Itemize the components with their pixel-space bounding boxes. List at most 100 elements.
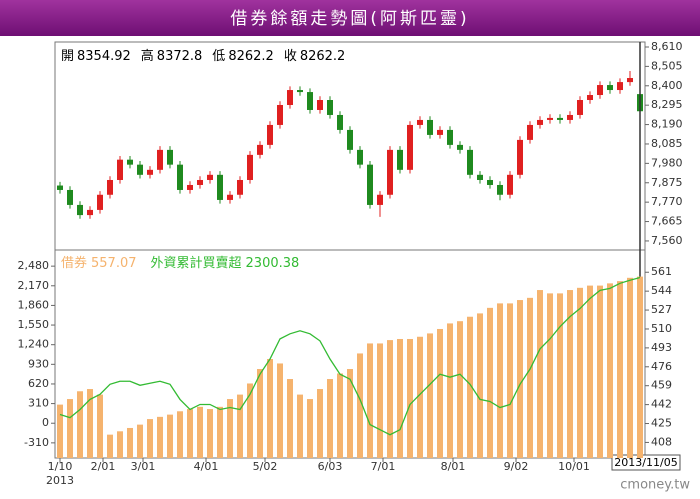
y2-tick-label: 544 bbox=[651, 284, 672, 297]
candle-body bbox=[167, 149, 173, 165]
y2-tick-label: 459 bbox=[651, 379, 672, 392]
bar bbox=[507, 303, 513, 458]
candle-body bbox=[617, 82, 623, 91]
bar bbox=[417, 336, 423, 458]
candle-body bbox=[117, 159, 123, 180]
candle-body bbox=[337, 114, 343, 130]
bar bbox=[517, 300, 523, 458]
candle-body bbox=[307, 92, 313, 110]
bar bbox=[557, 293, 563, 458]
bar bbox=[537, 290, 543, 458]
bar bbox=[397, 338, 403, 458]
bar bbox=[257, 369, 263, 458]
candle-body bbox=[607, 85, 613, 91]
x-year-label: 2013 bbox=[46, 474, 74, 487]
candle-body bbox=[557, 117, 563, 120]
candle-body bbox=[477, 174, 483, 180]
candle-body bbox=[207, 174, 213, 180]
y-tick-label: 7,875 bbox=[651, 176, 683, 189]
bar bbox=[527, 297, 533, 458]
candle-body bbox=[177, 164, 183, 190]
y-tick-label: 1,860 bbox=[18, 298, 50, 311]
candle-body bbox=[227, 194, 233, 200]
bar bbox=[597, 285, 603, 458]
y-tick-label: 8,190 bbox=[651, 118, 683, 131]
candle-body bbox=[137, 164, 143, 175]
bar bbox=[127, 427, 133, 458]
y-tick-label: 7,770 bbox=[651, 195, 683, 208]
candle-body bbox=[547, 117, 553, 120]
candle-body bbox=[387, 149, 393, 195]
bar bbox=[427, 333, 433, 458]
y-tick-label: 310 bbox=[28, 397, 49, 410]
bar bbox=[587, 285, 593, 458]
bar bbox=[57, 404, 63, 458]
x-tick-label: 1/10 bbox=[48, 460, 73, 473]
y-tick-label: -310 bbox=[24, 436, 49, 449]
bar bbox=[97, 394, 103, 458]
y-tick-label: 2,170 bbox=[18, 279, 50, 292]
bar bbox=[327, 379, 333, 458]
y-tick-label: 8,085 bbox=[651, 137, 683, 150]
y-tick-label: 7,980 bbox=[651, 156, 683, 169]
y2-tick-label: 510 bbox=[651, 322, 672, 335]
bar bbox=[317, 389, 323, 458]
bar bbox=[67, 399, 73, 458]
summary-value: 8372.8 bbox=[157, 49, 203, 64]
candle-body bbox=[597, 85, 603, 96]
bar bbox=[617, 281, 623, 458]
y2-tick-label: 561 bbox=[651, 265, 672, 278]
legend-name: 外資累計買賣超 bbox=[151, 255, 242, 271]
y-tick-label: 8,610 bbox=[651, 40, 683, 53]
candle-body bbox=[467, 149, 473, 175]
candle-body bbox=[457, 144, 463, 150]
bar bbox=[377, 343, 383, 458]
candle-body bbox=[537, 119, 543, 125]
x-tick-label: 10/01 bbox=[558, 460, 590, 473]
bar bbox=[407, 338, 413, 458]
summary-name: 低 bbox=[212, 49, 225, 64]
candle-body bbox=[377, 194, 383, 205]
y-tick-label: 620 bbox=[28, 377, 49, 390]
bar bbox=[227, 399, 233, 458]
bar bbox=[267, 359, 273, 458]
bar bbox=[107, 434, 113, 458]
bar bbox=[387, 340, 393, 458]
candle-body bbox=[567, 114, 573, 120]
candle-body bbox=[287, 90, 293, 105]
bar bbox=[467, 316, 473, 458]
y-tick-label: 1,240 bbox=[18, 338, 50, 351]
y-tick-label: 7,560 bbox=[651, 234, 683, 247]
line bbox=[59, 276, 641, 436]
candle-body bbox=[517, 139, 523, 175]
bar bbox=[167, 414, 173, 458]
y-tick-label: 0 bbox=[42, 416, 49, 429]
candle-body bbox=[57, 185, 63, 190]
candle-body bbox=[587, 95, 593, 101]
ohlc-summary: 開 8354.92 高 8372.8 低 8262.2 收 8262.2 bbox=[61, 48, 345, 64]
x-tick-label: 8/01 bbox=[441, 460, 466, 473]
x-tick-label: 4/01 bbox=[194, 460, 219, 473]
candle-body bbox=[267, 124, 273, 145]
bar bbox=[447, 323, 453, 458]
bar bbox=[637, 276, 643, 458]
bar bbox=[117, 431, 123, 458]
bar bbox=[147, 419, 153, 458]
candle-body bbox=[447, 129, 453, 145]
bar bbox=[627, 277, 633, 458]
candle-body bbox=[397, 149, 403, 170]
candle-body bbox=[197, 179, 203, 185]
legend-name: 借券 bbox=[61, 255, 87, 271]
y-tick-label: 8,505 bbox=[651, 59, 683, 72]
page-title: 借券餘額走勢圖(阿斯匹靈) bbox=[230, 9, 469, 29]
x-tick-label: 3/01 bbox=[131, 460, 156, 473]
summary-value: 8354.92 bbox=[77, 49, 131, 64]
candle-body bbox=[427, 119, 433, 135]
candle-body bbox=[277, 104, 283, 125]
summary-name: 開 bbox=[61, 49, 74, 64]
header-bar bbox=[0, 0, 700, 36]
x-tick-label: 6/03 bbox=[318, 460, 343, 473]
watermark: cmoney.tw bbox=[620, 478, 690, 493]
candle-body bbox=[367, 164, 373, 205]
bar bbox=[207, 409, 213, 458]
